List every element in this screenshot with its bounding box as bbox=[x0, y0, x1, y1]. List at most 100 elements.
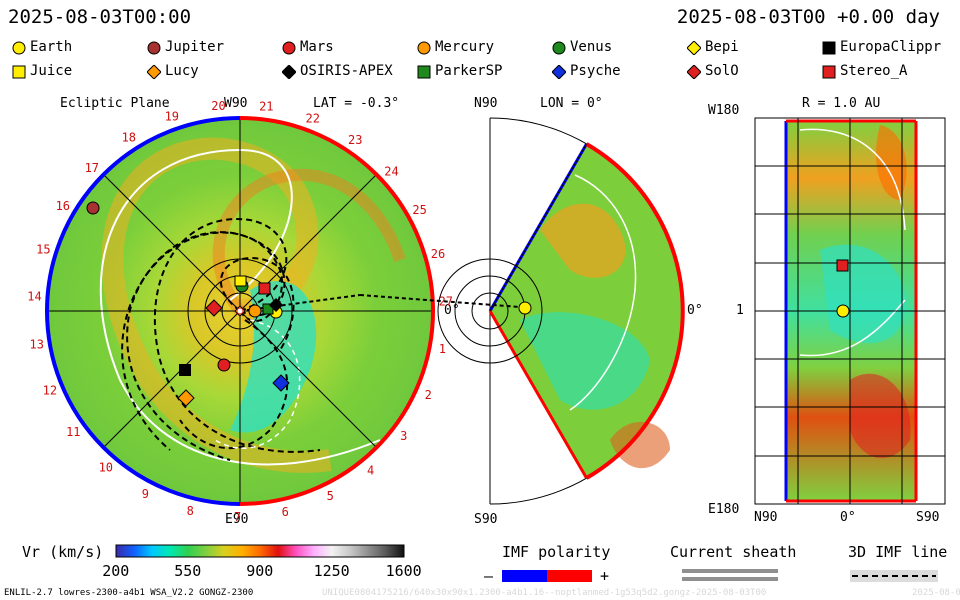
radial-stereo-a-marker bbox=[836, 259, 849, 272]
radial-sector-line bbox=[799, 128, 906, 357]
slow-wind-arm bbox=[212, 168, 406, 315]
ecliptic-rim-negative bbox=[45, 116, 241, 506]
legend-label: Juice bbox=[30, 63, 73, 79]
imf-field-line-4 bbox=[179, 319, 289, 449]
colorbar-tick-label: 900 bbox=[246, 562, 274, 580]
meridional-earth-marker bbox=[518, 301, 532, 315]
rotation-number: 26 bbox=[431, 247, 445, 261]
juice-marker bbox=[234, 275, 247, 287]
ecliptic-lat-label: LAT = -0.3° bbox=[313, 96, 400, 111]
legend-label: Psyche bbox=[570, 63, 621, 79]
diamond-icon bbox=[686, 64, 702, 80]
meridional-rim-arc bbox=[585, 142, 685, 480]
rotation-number: 23 bbox=[348, 133, 362, 147]
rotation-number: 1 bbox=[439, 342, 446, 356]
lucy-marker bbox=[177, 389, 195, 407]
rotation-number: 8 bbox=[187, 504, 194, 518]
rotation-number: 13 bbox=[29, 337, 43, 351]
colorbar-label: Vr (km/s) bbox=[22, 543, 104, 561]
imf-polarity-plus: + bbox=[600, 567, 610, 585]
circle-icon bbox=[282, 41, 296, 55]
date-stamp: 2025-08-04 bbox=[912, 588, 960, 598]
radial-panel bbox=[754, 117, 946, 505]
ecliptic-structures bbox=[99, 137, 406, 473]
rotation-number: 4 bbox=[367, 463, 374, 477]
rotation-number: 14 bbox=[27, 290, 41, 304]
rotation-number: 6 bbox=[282, 505, 289, 519]
rotation-number: 3 bbox=[400, 429, 407, 443]
run-id: UNIQUE0804175216/640x30x90x1.2300-a4b1.1… bbox=[322, 588, 767, 598]
rotation-number: 11 bbox=[66, 425, 80, 439]
imf-field-line-6 bbox=[219, 257, 295, 351]
radial-grid bbox=[755, 118, 945, 504]
imf-polarity-positive bbox=[547, 570, 592, 582]
square-icon bbox=[822, 41, 836, 55]
imf-field-line-5 bbox=[214, 319, 301, 449]
sector-boundary-line bbox=[99, 148, 381, 466]
europa-clipper-marker bbox=[179, 364, 191, 376]
legend-label: Venus bbox=[570, 39, 613, 55]
legend-label: Mercury bbox=[435, 39, 495, 55]
rotation-number: 5 bbox=[327, 489, 334, 503]
square-icon bbox=[822, 65, 836, 79]
meridional-red-patch bbox=[610, 421, 670, 469]
ecliptic-rim-positive bbox=[239, 116, 435, 506]
sun-marker bbox=[236, 307, 244, 315]
current-sheath-symbol-2 bbox=[682, 577, 778, 581]
timestamp-right: 2025-08-03T00 +0.00 day bbox=[676, 6, 940, 28]
velocity-colorbar bbox=[115, 544, 405, 558]
ecliptic-bodies bbox=[86, 201, 290, 407]
meridional-right-label: 0° bbox=[687, 303, 703, 318]
rotation-number: 2 bbox=[425, 388, 432, 402]
circle-icon bbox=[12, 41, 26, 55]
ecliptic-panel: 2021222324252627123456789101112131415161… bbox=[27, 99, 453, 524]
legend-label: Mars bbox=[300, 39, 334, 55]
psyche-marker bbox=[272, 374, 290, 392]
circle-icon bbox=[552, 41, 566, 55]
solo-marker bbox=[205, 299, 223, 317]
radial-earth-marker bbox=[836, 304, 850, 318]
mercury-marker bbox=[248, 304, 262, 318]
meridional-panel bbox=[359, 117, 685, 505]
legend-label: EuropaClippr bbox=[840, 39, 942, 55]
diamond-icon bbox=[686, 40, 702, 56]
current-sheath-label: Current sheath bbox=[670, 543, 797, 561]
colorbar-tick-label: 1600 bbox=[385, 562, 422, 580]
imf-polarity-negative bbox=[502, 570, 547, 582]
carrington-rotation-numbers: 2021222324252627123456789101112131415161… bbox=[27, 99, 453, 524]
ecliptic-title: Ecliptic Plane bbox=[60, 96, 170, 111]
mars-marker bbox=[217, 358, 231, 372]
fast-wind-arm bbox=[101, 137, 332, 473]
current-sheath-symbol-1 bbox=[682, 569, 778, 573]
meridional-imf-line bbox=[359, 294, 521, 308]
radial-x-right-label: S90 bbox=[916, 510, 940, 525]
imf-field-line-1 bbox=[153, 218, 321, 453]
radial-x-mid-label: 0° bbox=[840, 510, 856, 525]
meridional-bottom-label: S90 bbox=[474, 512, 498, 527]
meridional-orange-patch bbox=[540, 203, 626, 278]
osiris-apex-marker bbox=[269, 298, 283, 312]
meridional-top-label: N90 bbox=[474, 96, 498, 111]
imf-line-label: 3D IMF line bbox=[848, 543, 948, 561]
rotation-number: 19 bbox=[165, 110, 179, 124]
rotation-number: 17 bbox=[85, 161, 99, 175]
ecliptic-right-label: 0° bbox=[444, 303, 460, 318]
diamond-icon bbox=[551, 64, 567, 80]
diamond-icon bbox=[146, 64, 162, 80]
legend-label: Lucy bbox=[165, 63, 199, 79]
rotation-number: 12 bbox=[43, 383, 57, 397]
rotation-number: 9 bbox=[142, 487, 149, 501]
legend-label: OSIRIS-APEX bbox=[300, 63, 393, 79]
colorbar-tick-label: 550 bbox=[174, 562, 202, 580]
rotation-number: 24 bbox=[384, 164, 398, 178]
circle-icon bbox=[147, 41, 161, 55]
rotation-number: 20 bbox=[211, 99, 225, 113]
colorbar-tick-label: 1250 bbox=[313, 562, 350, 580]
imf-field-line-2 bbox=[126, 231, 286, 461]
model-info: ENLIL-2.7 lowres-2300-a4b1 WSA_V2.2 GONG… bbox=[4, 588, 254, 598]
radial-mid-left-label: 1 bbox=[736, 303, 744, 318]
earth-imf-line bbox=[239, 294, 361, 312]
rotation-number: 25 bbox=[412, 203, 426, 217]
rotation-number: 21 bbox=[259, 100, 273, 114]
